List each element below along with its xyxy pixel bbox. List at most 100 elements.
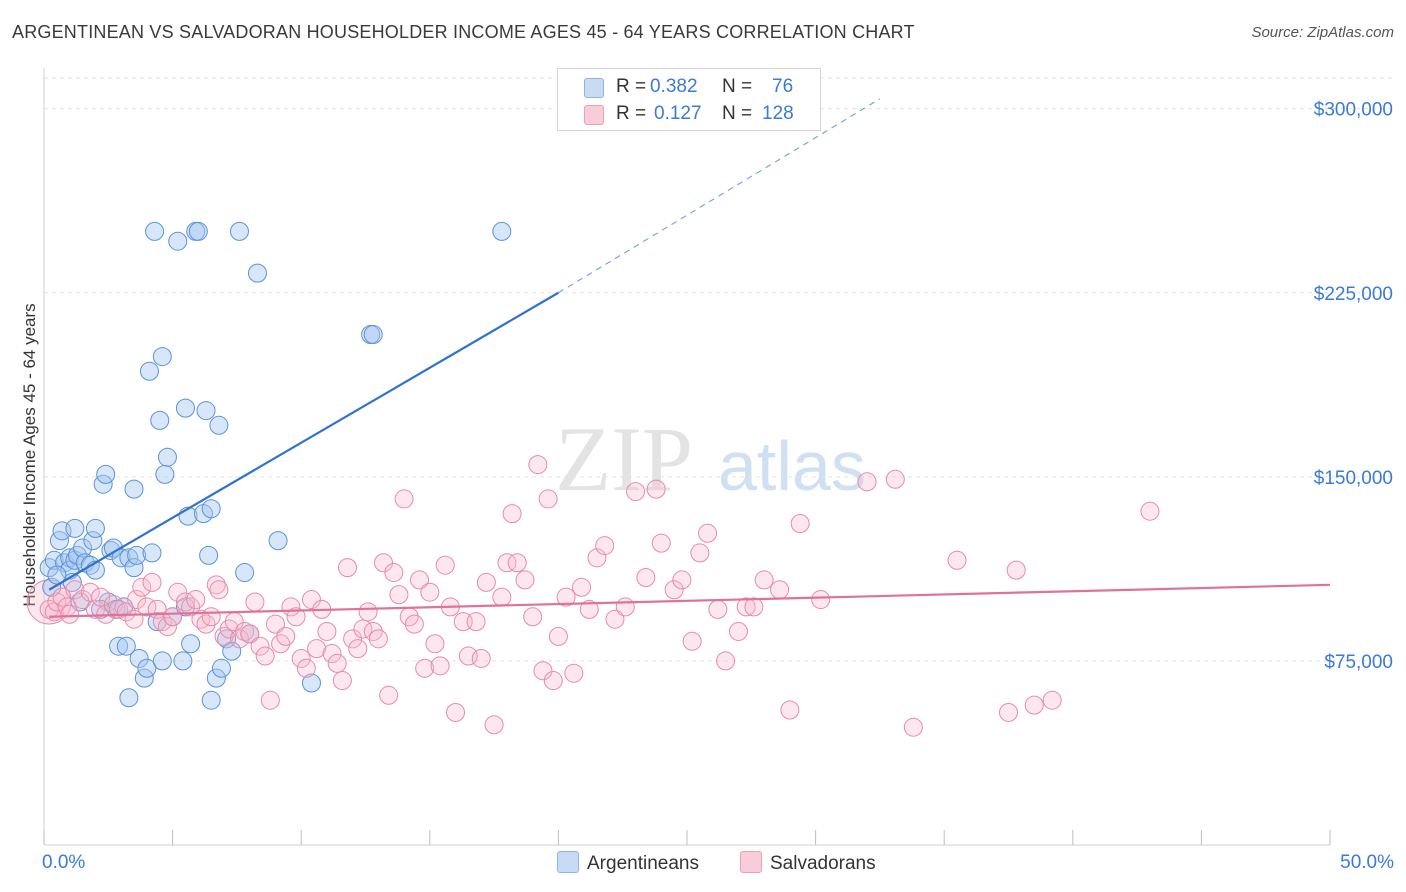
salvadorans-point — [682, 631, 702, 651]
salvadorans-point — [1042, 690, 1062, 710]
salvadorans-point — [425, 634, 445, 654]
salvadorans-point — [358, 602, 378, 622]
argentineans-point — [196, 401, 216, 421]
salvadorans-point — [716, 651, 736, 671]
salvadorans-point — [605, 609, 625, 629]
salvadorans-point — [528, 455, 548, 475]
argentineans-point — [301, 673, 321, 693]
salvadorans-point — [708, 599, 728, 619]
argentineans-point — [152, 651, 172, 671]
salvadorans-point — [245, 592, 265, 612]
argentineans-point — [127, 545, 147, 565]
salvadorans-point — [446, 702, 466, 722]
salvadorans-point — [307, 639, 327, 659]
salvadorans-point — [672, 570, 692, 590]
legend-n-label: N = — [722, 76, 753, 97]
legend-label-argentineans: Argentineans — [587, 853, 699, 874]
legend-swatch-salvadorans — [740, 851, 762, 873]
argentineans-point — [145, 221, 165, 241]
salvadorans-point — [595, 536, 615, 556]
argentineans-point — [188, 221, 208, 241]
salvadorans-point — [903, 717, 923, 737]
argentineans-trend-line — [48, 291, 559, 591]
salvadorans-point — [317, 621, 337, 641]
argentineans-point — [363, 324, 383, 344]
watermark: ZIP atlas — [555, 408, 866, 510]
salvadorans-point — [646, 479, 666, 499]
salvadorans-point — [698, 523, 718, 543]
argentineans-point — [206, 668, 226, 688]
x-tick-label-min: 0.0% — [42, 852, 86, 873]
argentineans-point — [65, 518, 85, 538]
salvadorans-point — [235, 621, 255, 641]
trend-lines — [48, 98, 1331, 618]
salvadorans-point — [857, 472, 877, 492]
salvadorans-point — [276, 626, 296, 646]
salvadorans-point — [538, 489, 558, 509]
salvadorans-point — [543, 671, 563, 691]
salvadorans-point — [163, 607, 183, 627]
salvadorans-point — [260, 690, 280, 710]
salvadorans-point — [484, 715, 504, 735]
argentineans-point — [116, 636, 136, 656]
data-points — [26, 221, 1160, 737]
salvadorans-point — [744, 597, 764, 617]
argentineans-point — [199, 545, 219, 565]
legend-item-salvadorans: Salvadorans — [740, 851, 876, 875]
argentineans-point — [150, 410, 170, 430]
argentineans-point — [268, 531, 288, 551]
salvadorans-point — [291, 648, 311, 668]
argentineans-point — [70, 592, 90, 612]
argentineans-point — [155, 464, 175, 484]
legend-item-argentineans: Argentineans — [557, 851, 699, 875]
legend-r-label: R = — [616, 103, 647, 124]
salvadorans-point — [286, 607, 306, 627]
salvadorans-point — [523, 607, 543, 627]
salvadorans-point — [332, 671, 352, 691]
argentineans-point — [201, 690, 221, 710]
argentineans-point — [96, 464, 116, 484]
argentineans-point — [175, 398, 195, 418]
argentineans-point — [222, 641, 242, 661]
salvadorans-point — [327, 653, 347, 673]
salvadorans-point — [415, 658, 435, 678]
legend-stats: R = 0.382 N = 76 R = 0.127 N = 128 — [557, 68, 821, 131]
salvadorans-point — [157, 617, 177, 637]
watermark-zip: ZIP — [555, 408, 693, 510]
argentineans-point — [101, 540, 121, 560]
argentineans-point — [211, 658, 231, 678]
salvadorans-point — [664, 580, 684, 600]
salvadorans-point — [80, 582, 100, 602]
y-tick-label: $225,000 — [1314, 284, 1393, 305]
salvadorans-point — [811, 590, 831, 610]
salvadorans-point — [384, 563, 404, 583]
source-label: Source: ZipAtlas.com — [1251, 24, 1394, 41]
salvadorans-point — [1006, 560, 1026, 580]
salvadorans-point — [502, 504, 522, 524]
salvadorans-point — [579, 599, 599, 619]
salvadorans-point — [548, 626, 568, 646]
salvadorans-point — [626, 482, 646, 502]
argentineans-point — [209, 415, 229, 435]
salvadorans-point — [515, 570, 535, 590]
salvadorans-point — [116, 602, 136, 622]
salvadorans-point — [343, 629, 363, 649]
salvadorans-point — [780, 700, 800, 720]
argentineans-point — [129, 648, 149, 668]
argentineans-point — [247, 263, 267, 283]
legend-n-value: 76 — [772, 76, 794, 97]
argentineans-point — [137, 658, 157, 678]
salvadorans-point — [564, 663, 584, 683]
salvadorans-point — [435, 555, 455, 575]
y-tick-label: $75,000 — [1324, 652, 1393, 673]
watermark-atlas: atlas — [718, 427, 866, 505]
salvadorans-point — [533, 661, 553, 681]
y-tick-labels: $75,000 $150,000 $225,000 $300,000 — [1314, 100, 1393, 673]
legend-swatch-salvadorans — [584, 105, 604, 125]
salvadorans-point — [394, 489, 414, 509]
salvadorans-point — [85, 599, 105, 619]
salvadorans-point — [615, 597, 635, 617]
salvadorans-point — [201, 607, 221, 627]
salvadorans-point — [754, 570, 774, 590]
